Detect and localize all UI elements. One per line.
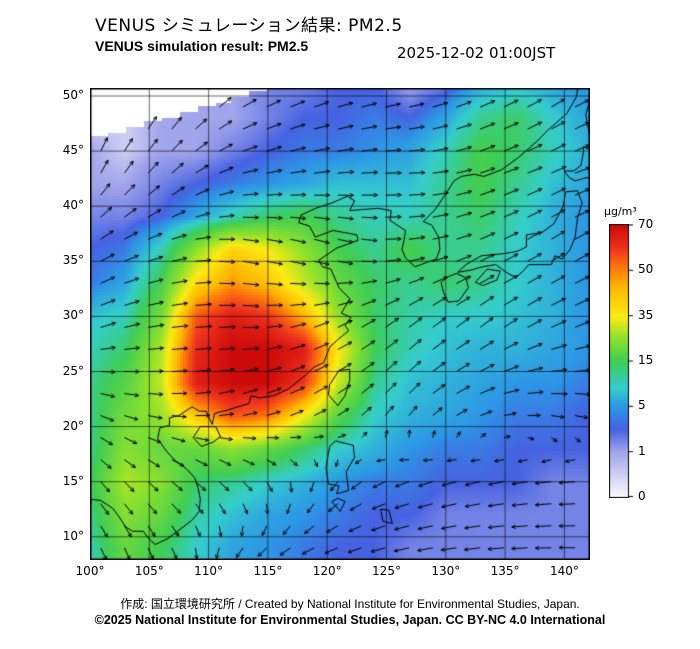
page-title-japanese: VENUS シミュレーション結果: PM2.5 [95, 16, 403, 36]
pm25-map-canvas [90, 88, 590, 560]
lon-tick-label: 135° [490, 564, 520, 578]
lat-tick-label: 20° [62, 418, 84, 433]
colorbar-canvas [609, 224, 635, 498]
lat-tick-label: 35° [62, 253, 84, 268]
lat-tick-label: 15° [62, 473, 84, 488]
license-line: ©2025 National Institute for Environment… [94, 613, 606, 627]
lon-tick-label: 130° [431, 564, 461, 578]
colorbar-tick-label: 1 [638, 443, 646, 458]
lon-tick-label: 125° [372, 564, 401, 578]
lon-tick-label: 110° [194, 564, 224, 578]
lon-tick-label: 120° [312, 564, 342, 578]
lat-tick-label: 50° [62, 88, 84, 102]
colorbar-tick-label: 35 [638, 307, 654, 322]
lat-tick-label: 30° [62, 308, 84, 323]
colorbar-tick-label: 5 [638, 398, 646, 413]
colorbar-tick-label: 70 [638, 217, 654, 231]
page-title-english: VENUS simulation result: PM2.5 [95, 38, 309, 54]
timestamp: 2025-12-02 01:00JST [397, 44, 556, 62]
colorbar-tick-label: 0 [638, 489, 646, 503]
lon-tick-label: 115° [253, 564, 283, 578]
lat-tick-label: 10° [62, 528, 84, 543]
colorbar-tick-label: 50 [638, 262, 654, 277]
lat-tick-label: 25° [62, 363, 84, 378]
lon-tick-label: 140° [549, 564, 579, 578]
colorbar-unit-label: µg/m³ [604, 205, 637, 218]
colorbar-tick-label: 15 [638, 353, 654, 367]
credit-line: 作成: 国立環境研究所 / Created by National Instit… [120, 597, 580, 611]
lat-tick-label: 45° [62, 143, 84, 158]
lon-tick-label: 100° [75, 564, 105, 578]
lat-tick-label: 40° [62, 198, 84, 213]
lon-tick-label: 105° [134, 564, 164, 578]
